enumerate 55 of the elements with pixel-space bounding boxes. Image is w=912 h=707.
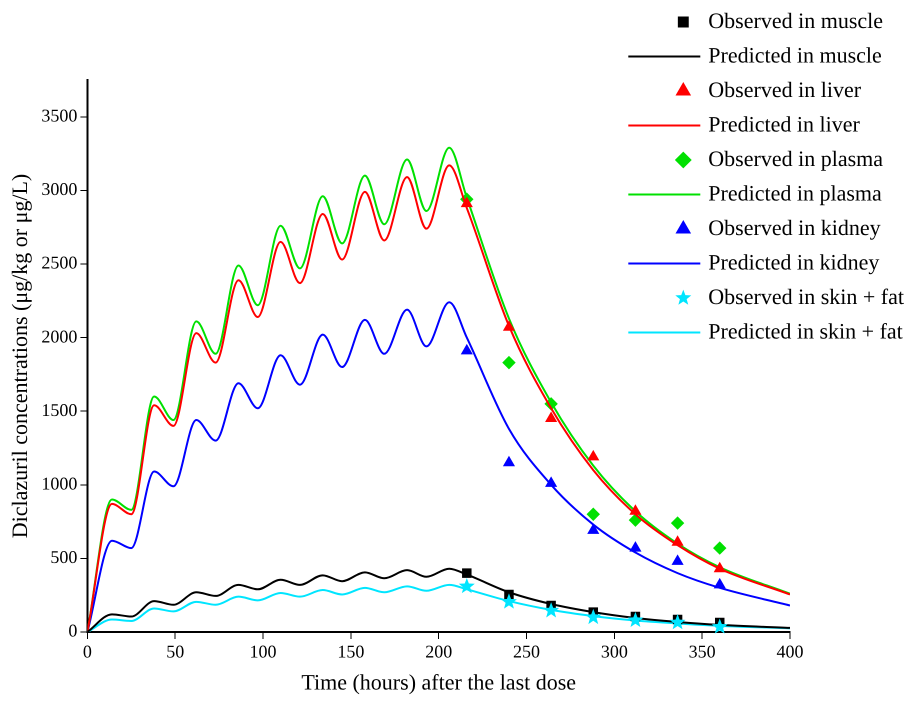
legend-label: Predicted in skin + fat	[708, 318, 903, 344]
point	[502, 356, 516, 370]
legend-label: Predicted in muscle	[708, 42, 882, 68]
y-tick-label: 500	[50, 547, 78, 568]
x-tick-label: 300	[600, 642, 628, 662]
point	[545, 476, 557, 487]
y-tick-label: 3500	[41, 106, 78, 126]
point	[588, 450, 599, 460]
point	[627, 612, 644, 628]
x-axis-title: Time (hours) after the last dose	[301, 670, 576, 695]
point	[500, 593, 517, 609]
x-tick-label: 400	[776, 642, 804, 662]
point	[545, 412, 557, 422]
y-tick-label: 2500	[41, 252, 78, 273]
point	[713, 542, 726, 555]
x-tick-label: 350	[688, 642, 716, 662]
legend-label: Predicted in liver	[708, 111, 860, 136]
point	[672, 554, 684, 565]
x-tick-label: 200	[425, 642, 452, 662]
legend-label: Predicted in plasma	[708, 180, 882, 206]
point	[630, 542, 642, 552]
point	[588, 524, 599, 534]
x-tick-label: 100	[250, 642, 277, 662]
x-tick-label: 150	[337, 642, 364, 662]
legend-label: Observed in plasma	[708, 146, 884, 171]
x-tick-label: 50	[166, 642, 184, 662]
point	[503, 456, 515, 466]
y-tick-label: 1000	[41, 474, 78, 494]
point	[461, 344, 472, 354]
point	[585, 608, 602, 624]
y-axis-title: Diclazuril concentrations (μg/kg or μg/L)	[6, 174, 32, 538]
point	[670, 614, 686, 630]
y-tick-label: 0	[68, 620, 78, 641]
point	[671, 516, 684, 530]
point	[462, 568, 472, 578]
point	[712, 618, 728, 634]
point	[714, 562, 726, 572]
legend-label: Observed in kidney	[708, 214, 881, 240]
y-tick-label: 3000	[41, 179, 78, 200]
y-tick-label: 2000	[41, 326, 78, 346]
x-tick-label: 0	[82, 642, 92, 662]
x-tick-label: 250	[513, 642, 540, 662]
legend-label: Observed in muscle	[708, 8, 884, 33]
point	[586, 508, 600, 521]
legend-label: Predicted in kidney	[708, 249, 880, 274]
point	[672, 536, 684, 546]
point	[458, 578, 475, 594]
legend-label: Observed in liver	[708, 76, 862, 102]
point	[714, 578, 726, 588]
point	[630, 504, 642, 515]
point	[461, 197, 472, 208]
point	[503, 320, 515, 331]
legend-label: Observed in skin + fat	[708, 284, 904, 309]
point	[543, 602, 560, 618]
y-tick-label: 1500	[41, 400, 78, 420]
